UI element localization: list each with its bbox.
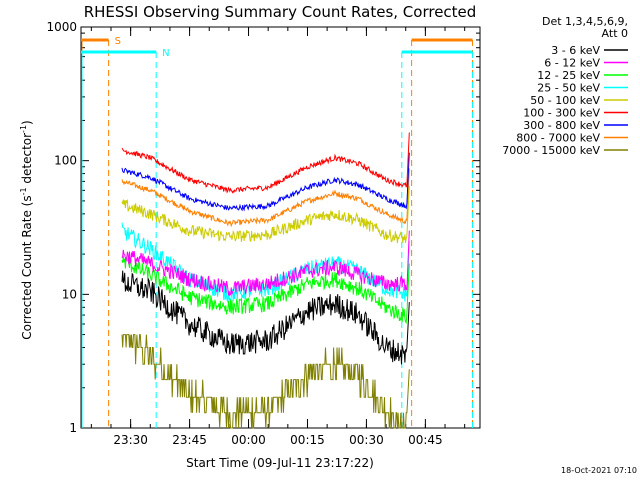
y-axis-label: Corrected Count Rate (s-1 detector-1) xyxy=(19,120,34,339)
legend-label: 12 - 25 keV xyxy=(537,69,600,82)
y-label-superscript: -1 xyxy=(19,187,28,195)
chart-title: RHESSI Observing Summary Count Rates, Co… xyxy=(84,3,477,21)
x-tick-label: 23:45 xyxy=(172,433,207,447)
night-marker-label: N xyxy=(162,48,169,59)
detector-note-line: Det 1,3,4,5,6,9, xyxy=(542,15,628,28)
y-tick-label: 1000 xyxy=(46,20,77,34)
series-line xyxy=(121,255,410,325)
plot-frame xyxy=(80,26,481,429)
legend-label: 7000 - 15000 keV xyxy=(502,144,600,157)
x-tick-label: 00:45 xyxy=(408,433,443,447)
legend-label: 800 - 7000 keV xyxy=(516,132,600,145)
y-label-part: Corrected Count Rate (s xyxy=(20,195,34,339)
legend-label: 25 - 50 keV xyxy=(537,82,600,95)
series-line xyxy=(121,152,410,212)
legend-label: 50 - 100 keV xyxy=(530,94,600,107)
x-tick-label: 23:30 xyxy=(113,433,148,447)
y-axis-label-text: Corrected Count Rate (s-1 detector-1) xyxy=(19,120,34,339)
series-line xyxy=(121,222,410,304)
x-tick-label: 00:30 xyxy=(349,433,384,447)
detector-note-line: Att 0 xyxy=(602,27,628,40)
series-line xyxy=(121,270,410,365)
x-tick-label: 00:00 xyxy=(231,433,266,447)
y-label-part: ) xyxy=(20,120,34,125)
x-tick-label: 00:15 xyxy=(290,433,325,447)
saa-marker-label: S xyxy=(115,36,121,47)
legend-label: 300 - 800 keV xyxy=(523,119,600,132)
detector-note: Det 1,3,4,5,6,9,Att 0 xyxy=(542,15,628,40)
footer-timestamp: 18-Oct-2021 07:10 xyxy=(561,466,637,475)
series-line xyxy=(121,168,410,228)
y-label-superscript: -1 xyxy=(19,125,28,133)
y-tick-label: 100 xyxy=(54,154,77,168)
y-tick-label: 10 xyxy=(62,287,77,301)
series-line xyxy=(121,185,410,244)
series-line xyxy=(121,132,410,194)
y-label-part: detector xyxy=(20,133,34,188)
legend-label: 6 - 12 keV xyxy=(544,57,600,70)
plot-area: 1 10 100 1000 23:30 23:45 00:00 00:15 00:30 00:45… xyxy=(46,20,481,447)
series-line xyxy=(121,230,410,297)
series-line xyxy=(121,334,410,429)
legend-label: 3 - 6 keV xyxy=(551,44,600,57)
y-tick-label: 1 xyxy=(69,421,77,435)
x-axis-label: Start Time (09-Jul-11 23:17:22) xyxy=(186,456,374,470)
legend-label: 100 - 300 keV xyxy=(523,107,600,120)
